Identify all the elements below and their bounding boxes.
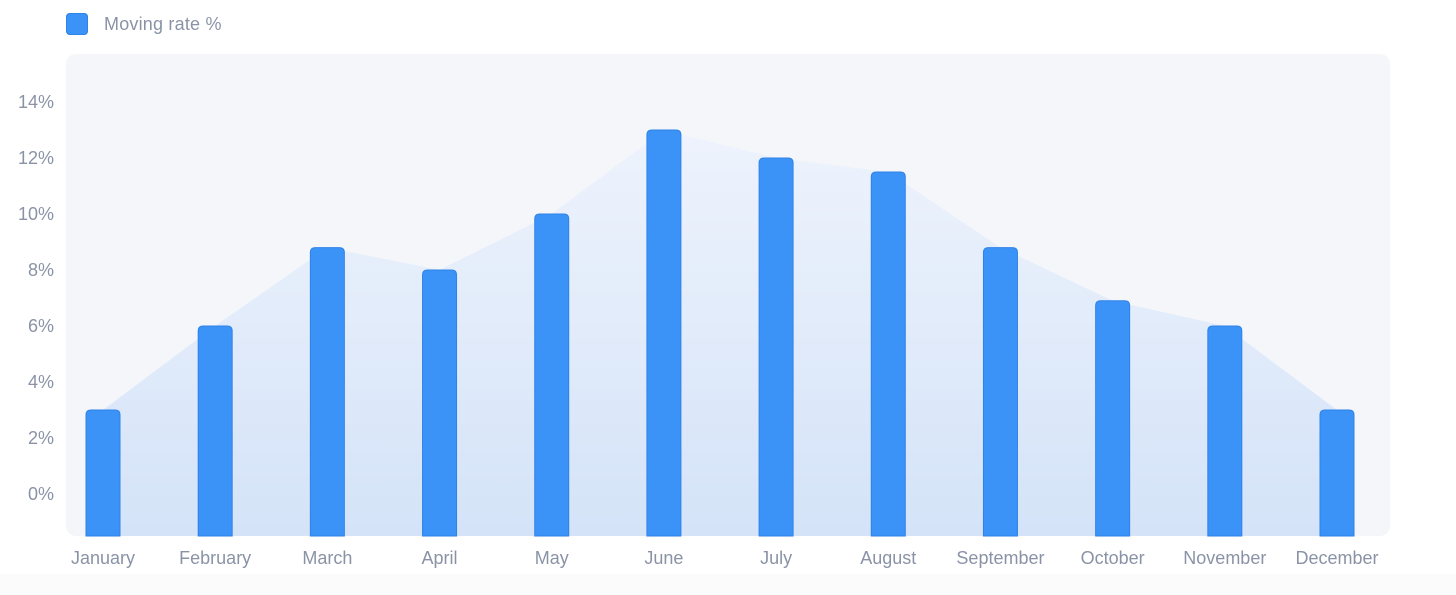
legend-label: Moving rate % — [104, 13, 222, 34]
x-tick-label: September — [956, 548, 1044, 568]
bar-february[interactable] — [197, 325, 233, 537]
y-tick-label: 0% — [28, 484, 54, 504]
bar-april[interactable] — [422, 269, 458, 537]
y-tick-label: 6% — [28, 316, 54, 336]
x-tick-label: August — [860, 548, 916, 568]
x-tick-label: January — [71, 548, 135, 568]
x-tick-label: July — [760, 548, 792, 568]
x-tick-label: March — [302, 548, 352, 568]
y-tick-label: 10% — [18, 204, 54, 224]
y-tick-label: 12% — [18, 148, 54, 168]
y-axis: 0% 2% 4% 6% 8% 10% 12% 14% — [18, 92, 54, 504]
y-tick-label: 14% — [18, 92, 54, 112]
bar-march[interactable] — [309, 247, 345, 537]
legend-swatch[interactable] — [66, 13, 88, 35]
y-tick-label: 4% — [28, 372, 54, 392]
x-tick-label: October — [1081, 548, 1145, 568]
bar-october[interactable] — [1095, 300, 1131, 537]
y-tick-label: 2% — [28, 428, 54, 448]
y-tick-label: 8% — [28, 260, 54, 280]
trend-area — [103, 130, 1337, 536]
x-tick-label: February — [179, 548, 251, 568]
bar-december[interactable] — [1319, 409, 1355, 537]
footer-strip — [0, 574, 1456, 595]
bar-august[interactable] — [870, 171, 906, 537]
x-tick-label: June — [644, 548, 683, 568]
bar-january[interactable] — [85, 409, 121, 537]
x-tick-label: December — [1295, 548, 1378, 568]
bar-june[interactable] — [646, 129, 682, 537]
bar-july[interactable] — [758, 157, 794, 537]
x-tick-label: May — [535, 548, 569, 568]
bar-may[interactable] — [534, 213, 570, 537]
bar-september[interactable] — [982, 247, 1018, 537]
x-axis: January February March April May June July Augu… — [71, 548, 1379, 568]
x-tick-label: November — [1183, 548, 1266, 568]
bar-november[interactable] — [1207, 325, 1243, 537]
bars — [85, 129, 1355, 537]
x-tick-label: April — [422, 548, 458, 568]
legend: Moving rate % — [66, 12, 222, 36]
